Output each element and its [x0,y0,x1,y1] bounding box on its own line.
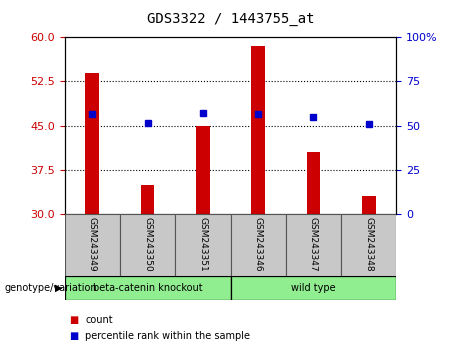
Text: ▶: ▶ [55,283,62,293]
Text: GSM243349: GSM243349 [88,217,97,271]
Text: GSM243351: GSM243351 [198,217,207,272]
Text: GSM243346: GSM243346 [254,217,263,271]
Bar [251,46,265,214]
Bar [341,214,396,276]
Text: wild type: wild type [291,283,336,293]
Bar [141,185,154,214]
Text: GSM243350: GSM243350 [143,217,152,272]
Text: GSM243347: GSM243347 [309,217,318,271]
Text: ■: ■ [69,315,78,325]
Bar [307,152,320,214]
Text: GSM243348: GSM243348 [364,217,373,271]
Text: count: count [85,315,113,325]
Text: GDS3322 / 1443755_at: GDS3322 / 1443755_at [147,12,314,27]
Bar [230,276,396,300]
Text: ■: ■ [69,331,78,341]
Bar [230,214,286,276]
Bar [286,214,341,276]
Bar [196,126,210,214]
Bar [85,73,99,214]
Bar [65,214,120,276]
Text: percentile rank within the sample: percentile rank within the sample [85,331,250,341]
Text: beta-catenin knockout: beta-catenin knockout [93,283,202,293]
Bar [362,196,376,214]
Bar [65,276,230,300]
Bar [175,214,230,276]
Text: genotype/variation: genotype/variation [5,283,97,293]
Bar [120,214,175,276]
